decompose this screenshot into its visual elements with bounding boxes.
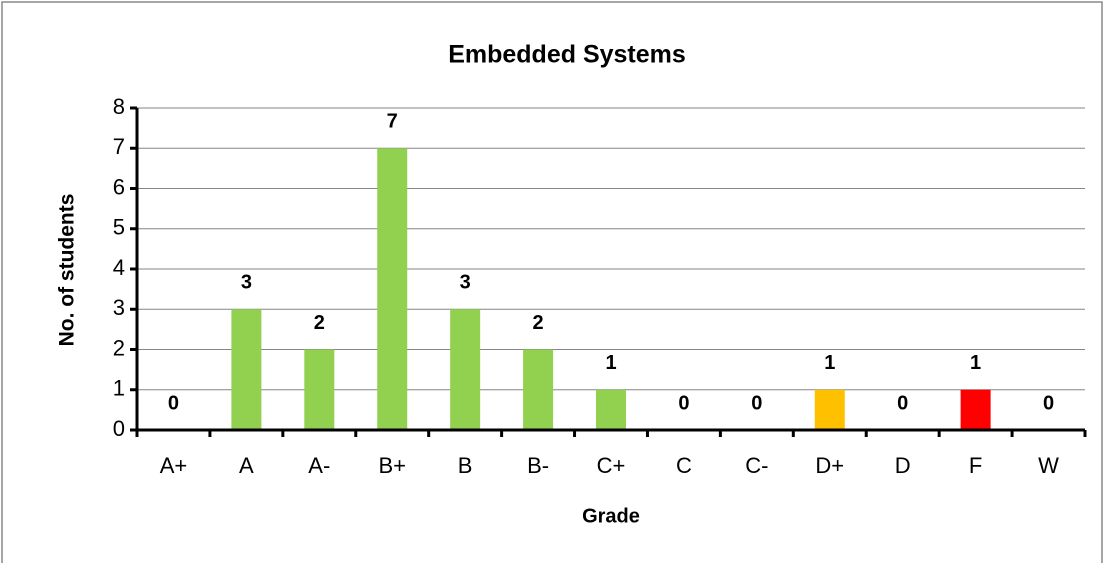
data-label: 3 xyxy=(241,272,252,294)
y-tick-label: 8 xyxy=(113,94,125,119)
x-tick-label: W xyxy=(1038,453,1059,478)
x-tick-label: F xyxy=(969,453,982,478)
y-tick-label: 4 xyxy=(113,255,125,280)
bar xyxy=(231,309,262,430)
x-tick-label: C xyxy=(676,453,692,478)
data-label: 1 xyxy=(605,352,616,374)
bar xyxy=(377,148,408,430)
data-label: 2 xyxy=(314,312,325,334)
x-tick-label: C- xyxy=(745,453,768,478)
x-tick-label: B- xyxy=(527,453,549,478)
bar xyxy=(596,389,626,430)
data-label: 1 xyxy=(970,352,981,374)
data-label: 2 xyxy=(533,312,544,334)
x-tick-label: A+ xyxy=(160,453,188,478)
bar xyxy=(814,389,845,430)
x-tick-label: C+ xyxy=(597,453,626,478)
x-tick-label: D+ xyxy=(815,453,844,478)
x-axis-label: Grade xyxy=(582,505,640,527)
x-tick-label: A- xyxy=(308,453,330,478)
y-tick-label: 5 xyxy=(113,215,125,240)
y-axis-label: No. of students xyxy=(56,194,79,347)
y-tick-label: 7 xyxy=(113,134,125,159)
chart-title: Embedded Systems xyxy=(448,41,686,69)
data-label: 0 xyxy=(678,392,689,414)
x-tick-label: B xyxy=(458,453,473,478)
y-tick-label: 0 xyxy=(113,416,125,441)
data-label: 0 xyxy=(751,392,762,414)
y-tick-label: 3 xyxy=(113,295,125,320)
bar xyxy=(960,389,991,430)
data-label: 0 xyxy=(1043,392,1054,414)
y-tick-label: 6 xyxy=(113,174,125,199)
data-label: 7 xyxy=(387,111,398,133)
data-label: 0 xyxy=(897,392,908,414)
y-tick-label: 1 xyxy=(113,376,125,401)
data-label: 1 xyxy=(824,352,835,374)
x-tick-label: A xyxy=(239,453,254,478)
data-label: 0 xyxy=(168,392,179,414)
data-label: 3 xyxy=(460,272,471,294)
y-tick-label: 2 xyxy=(113,335,125,360)
bar xyxy=(304,349,335,430)
x-tick-label: D xyxy=(895,453,911,478)
bar xyxy=(450,309,481,430)
bar xyxy=(523,349,554,430)
x-tick-label: B+ xyxy=(378,453,406,478)
